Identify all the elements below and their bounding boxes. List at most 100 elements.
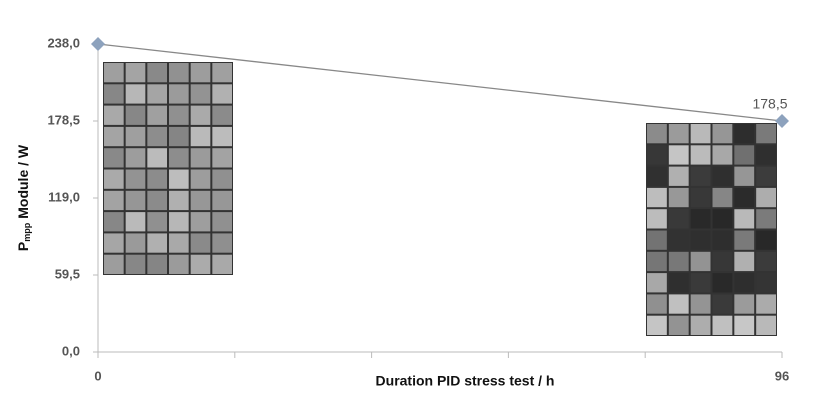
module-cell [125,126,146,147]
module-cell [169,63,189,83]
module-cell [647,166,667,186]
module-cell [104,254,124,274]
module-cell [190,190,211,211]
module-cell [668,251,689,272]
module-cell [690,315,711,335]
module-cell [147,254,167,274]
module-cell [712,124,733,144]
module-cell [668,209,689,229]
y-axis-label-sub: mpp [22,222,32,242]
module-cell [690,187,711,208]
module-cell [190,169,211,189]
module-cell [712,187,733,208]
module-cell [712,251,733,272]
module-cell [712,230,733,250]
module-cell [169,126,189,147]
module-cell [647,145,667,165]
module-cell [690,251,711,272]
module-cell [190,105,211,125]
module-cell [104,63,124,83]
y-tick-label: 178,5 [47,112,80,127]
module-cell [690,230,711,250]
module-cell [190,84,211,104]
module-cell [169,233,189,253]
y-tick-label: 0,0 [62,343,80,358]
module-cell [734,273,755,293]
module-images [103,62,777,336]
x-axis-label: Duration PID stress test / h [376,373,555,389]
module-cell [125,190,146,211]
module-cell [756,166,776,186]
module-cell [212,254,232,274]
module-cell [104,212,124,232]
module-cell [147,233,167,253]
module-cell [190,254,211,274]
module-cell [756,315,776,335]
y-tick-label: 59,5 [55,266,80,281]
module-cell [212,126,232,147]
point-marker [91,37,105,51]
module-cell [690,145,711,165]
x-tick-label: 0 [94,368,101,383]
module-cell [169,169,189,189]
module-cell [668,294,689,314]
module-cell [190,126,211,147]
module-frame [103,62,233,275]
module-cell [756,294,776,314]
module-cell [712,273,733,293]
module-cell [734,124,755,144]
module-cell [147,148,167,168]
module-cell [690,273,711,293]
module-cell [647,273,667,293]
module-cell [756,251,776,272]
module-frame [646,123,777,336]
module-cell [147,212,167,232]
module-cell [647,124,667,144]
module-cell [647,294,667,314]
module-cell [712,315,733,335]
module-cell [190,233,211,253]
module-cell [690,166,711,186]
module-cell [125,233,146,253]
module-cell [668,145,689,165]
data-label: 178,5 [752,96,787,112]
module-cell [147,105,167,125]
module-cell [668,187,689,208]
module-cell [756,187,776,208]
module-cell [169,148,189,168]
module-cell [734,251,755,272]
module-cell [147,63,167,83]
module-cell [104,233,124,253]
module-cell [756,124,776,144]
module-cell [212,63,232,83]
module-cell [104,105,124,125]
module-cell [169,254,189,274]
module-cell [712,145,733,165]
module-cell [125,105,146,125]
module-cell [647,315,667,335]
point-marker [775,114,789,128]
y-axis-label-rest: Module / W [15,144,31,219]
module-cell [712,294,733,314]
module-cell [734,145,755,165]
module-cell [756,145,776,165]
module-cell [147,169,167,189]
module-cell [190,148,211,168]
module-cell [756,209,776,229]
module-cell [734,230,755,250]
module-cell [212,212,232,232]
module-cell [190,63,211,83]
y-tick-label: 119,0 [48,189,80,204]
module-cell [169,84,189,104]
y-tick-label: 238,0 [47,35,80,50]
module-cell [647,230,667,250]
module-cell [690,209,711,229]
module-cell [125,254,146,274]
module-cell [147,190,167,211]
module-cell [668,124,689,144]
module-cell [212,190,232,211]
module-cell [104,169,124,189]
module-cell [712,166,733,186]
module-cell [212,148,232,168]
